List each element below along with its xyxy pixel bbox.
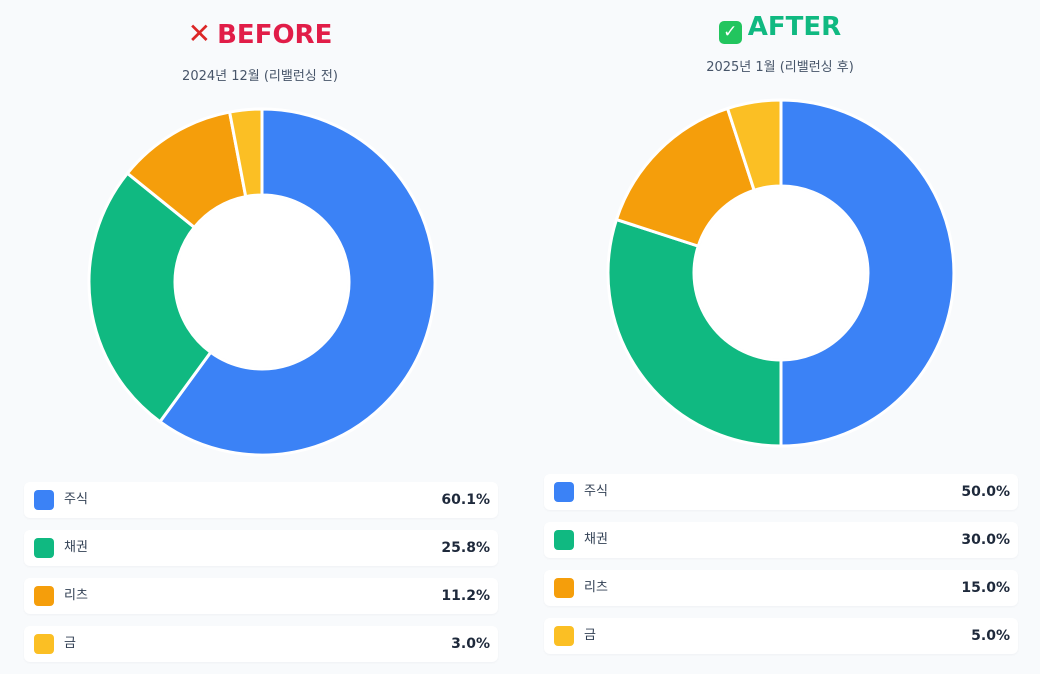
before-slice-3[interactable] — [228, 107, 264, 199]
after-legend-label: 주식 — [584, 484, 608, 499]
after-legend-value: 5.0% — [971, 628, 1010, 644]
after-legend-swatch — [554, 626, 574, 646]
before-legend-value: 11.2% — [441, 588, 490, 604]
before-slice-0[interactable] — [158, 107, 437, 457]
after-legend-label: 금 — [584, 628, 596, 643]
before-legend-value: 25.8% — [441, 540, 490, 556]
after-subtitle: 2025년 1월 (리밸런싱 후) — [706, 60, 854, 75]
after-legend-row: 리츠 15.0% — [544, 570, 1018, 606]
before-legend-swatch — [34, 634, 54, 654]
before-legend-row: 리츠 11.2% — [24, 578, 498, 614]
after-legend-label: 리츠 — [584, 580, 608, 595]
before-donut-hole — [176, 196, 348, 368]
after-donut-chart — [606, 98, 956, 448]
cross-mark-icon: ✕ — [187, 17, 212, 50]
after-slice-0[interactable] — [779, 98, 956, 448]
before-legend-row: 금 3.0% — [24, 626, 498, 662]
before-legend-label: 리츠 — [64, 588, 88, 603]
before-panel: ✕ BEFORE 2024년 12월 (리밸런싱 전) 주식 60.1% 채권 25.8… — [10, 0, 510, 672]
before-legend-label: 채권 — [64, 540, 88, 555]
before-legend-value: 60.1% — [441, 492, 490, 508]
before-legend-row: 주식 60.1% — [24, 482, 498, 518]
before-title-text: BEFORE — [217, 20, 333, 50]
after-slice-1[interactable] — [606, 218, 783, 448]
after-legend-row: 주식 50.0% — [544, 474, 1018, 510]
before-legend-value: 3.0% — [451, 636, 490, 652]
before-subtitle: 2024년 12월 (리밸런싱 전) — [182, 69, 338, 84]
before-legend: 주식 60.1% 채권 25.8% 리츠 11.2% 금 3.0% — [24, 482, 498, 674]
after-legend-label: 채권 — [584, 532, 608, 547]
after-legend-row: 금 5.0% — [544, 618, 1018, 654]
after-legend-value: 30.0% — [961, 532, 1010, 548]
before-legend-swatch — [34, 586, 54, 606]
after-legend-swatch — [554, 578, 574, 598]
after-legend-value: 15.0% — [961, 580, 1010, 596]
before-legend-label: 주식 — [64, 492, 88, 507]
after-slice-3[interactable] — [726, 98, 783, 192]
before-legend-label: 금 — [64, 636, 76, 651]
before-donut-chart — [87, 107, 437, 457]
after-legend-value: 50.0% — [961, 484, 1010, 500]
before-slice-1[interactable] — [87, 171, 213, 424]
after-legend: 주식 50.0% 채권 30.0% 리츠 15.0% 금 5.0% — [544, 474, 1018, 666]
before-title: ✕ BEFORE — [10, 17, 510, 51]
before-legend-row: 채권 25.8% — [24, 530, 498, 566]
after-legend-swatch — [554, 482, 574, 502]
after-title: ✓ AFTER — [530, 12, 1030, 44]
before-legend-swatch — [34, 538, 54, 558]
after-panel: ✓ AFTER 2025년 1월 (리밸런싱 후) 주식 50.0% 채권 30.0% 리… — [530, 0, 1030, 672]
check-mark-icon: ✓ — [718, 21, 742, 44]
after-legend-swatch — [554, 530, 574, 550]
after-title-text: AFTER — [747, 12, 842, 42]
before-legend-swatch — [34, 490, 54, 510]
after-donut-hole — [695, 187, 867, 359]
after-legend-row: 채권 30.0% — [544, 522, 1018, 558]
